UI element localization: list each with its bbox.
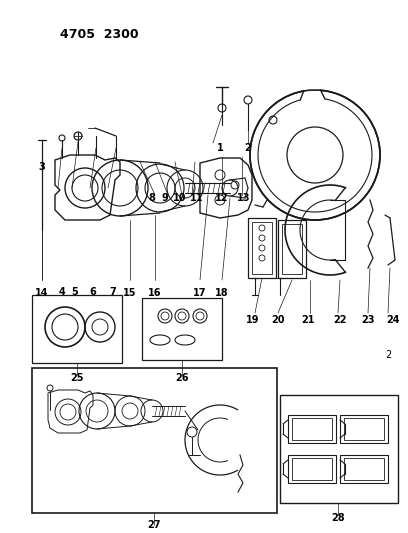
Text: 14: 14 <box>35 288 49 298</box>
Bar <box>278 220 306 278</box>
Text: 17: 17 <box>193 288 207 298</box>
Bar <box>340 455 388 483</box>
Text: 19: 19 <box>246 315 260 325</box>
Text: 27: 27 <box>147 520 161 530</box>
Text: 20: 20 <box>271 315 285 325</box>
Text: 13: 13 <box>237 193 251 203</box>
Text: 23: 23 <box>361 315 375 325</box>
Text: 1: 1 <box>217 143 223 153</box>
Text: 6: 6 <box>90 287 96 297</box>
Text: 10: 10 <box>173 193 187 203</box>
Text: 9: 9 <box>162 193 169 203</box>
Bar <box>252 222 272 274</box>
Bar <box>248 218 276 278</box>
Bar <box>344 418 384 440</box>
Text: 4: 4 <box>59 287 65 297</box>
Text: 18: 18 <box>215 288 229 298</box>
Text: 22: 22 <box>333 315 347 325</box>
Text: 4705  2300: 4705 2300 <box>60 28 139 42</box>
Text: 28: 28 <box>331 513 345 523</box>
Text: 21: 21 <box>301 315 315 325</box>
Bar <box>344 458 384 480</box>
Bar <box>288 415 336 443</box>
Bar <box>282 224 302 274</box>
Text: 7: 7 <box>110 287 116 297</box>
Bar <box>288 455 336 483</box>
Bar <box>32 368 277 513</box>
Text: 15: 15 <box>123 288 137 298</box>
Bar <box>292 418 332 440</box>
Text: 24: 24 <box>386 315 400 325</box>
Text: 3: 3 <box>39 162 45 172</box>
Text: 26: 26 <box>175 373 189 383</box>
Bar <box>292 458 332 480</box>
Bar <box>32 295 122 363</box>
Text: 5: 5 <box>72 287 78 297</box>
Bar <box>280 395 398 503</box>
Text: 16: 16 <box>148 288 162 298</box>
Text: 12: 12 <box>215 193 229 203</box>
Text: 2: 2 <box>245 143 251 153</box>
Text: 25: 25 <box>70 373 84 383</box>
Text: 11: 11 <box>190 193 204 203</box>
Bar <box>340 415 388 443</box>
Text: 8: 8 <box>149 193 155 203</box>
Bar <box>142 298 222 360</box>
Text: 2: 2 <box>385 350 391 360</box>
